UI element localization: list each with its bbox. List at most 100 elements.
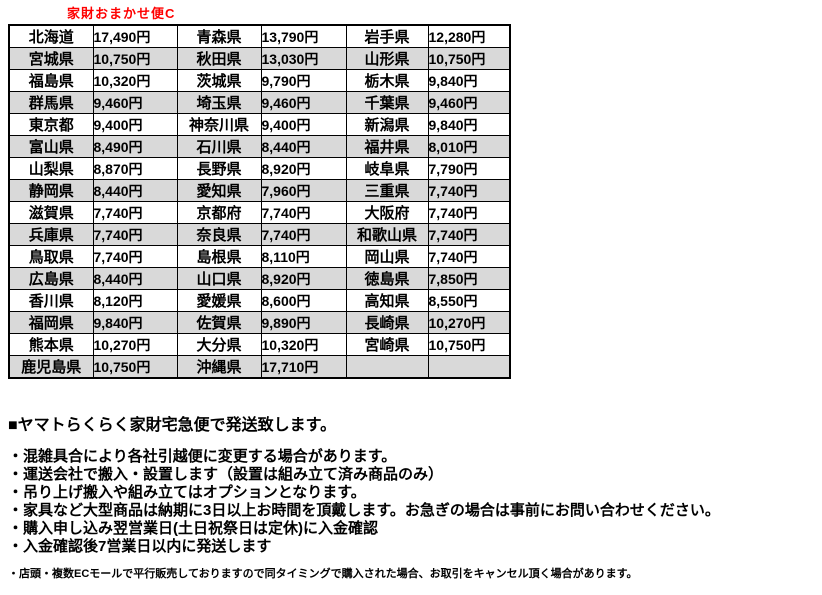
prefecture-cell: 長野県: [176, 157, 262, 180]
prefecture-cell: 栃木県: [345, 69, 429, 92]
price-cell: 10,320円: [260, 333, 347, 356]
prefecture-cell: 佐賀県: [176, 311, 262, 334]
notes-bullets: ・混雑具合により各社引越便に変更する場合があります。 ・運送会社で搬入・設置します…: [8, 448, 820, 556]
note-bullet: ・吊り上げ搬入や組み立てはオプションとなります。: [8, 484, 366, 501]
price-cell: 7,960円: [260, 179, 347, 202]
prefecture-cell: 山形県: [345, 47, 429, 70]
prefecture-cell: 熊本県: [8, 333, 94, 356]
prefecture-cell: 兵庫県: [8, 223, 94, 246]
price-cell: 8,120円: [92, 289, 178, 312]
price-cell: 8,870円: [92, 157, 178, 180]
prefecture-cell: 北海道: [8, 24, 94, 48]
notes-heading: ■ヤマトらくらく家財宅急便で発送致します。: [8, 417, 337, 434]
table-row: 山梨県 8,870円 長野県 8,920円 岐阜県 7,790円: [8, 157, 511, 180]
prefecture-cell: 茨城県: [176, 69, 262, 92]
price-cell: 7,790円: [427, 157, 511, 180]
prefecture-cell: 山口県: [176, 267, 262, 290]
prefecture-cell: 石川県: [176, 135, 262, 158]
prefecture-cell: 奈良県: [176, 223, 262, 246]
price-cell: 10,750円: [427, 47, 511, 70]
prefecture-cell: 千葉県: [345, 91, 429, 114]
prefecture-cell: 大分県: [176, 333, 262, 356]
price-cell: 13,790円: [260, 24, 347, 48]
table-row: 福岡県 9,840円 佐賀県 9,890円 長崎県 10,270円: [8, 311, 511, 334]
prefecture-cell: 和歌山県: [345, 223, 429, 246]
prefecture-cell: 滋賀県: [8, 201, 94, 224]
prefecture-cell: 福島県: [8, 69, 94, 92]
price-cell: 7,740円: [427, 179, 511, 202]
price-cell: 8,920円: [260, 267, 347, 290]
price-cell: 10,270円: [427, 311, 511, 334]
prefecture-cell: 鳥取県: [8, 245, 94, 268]
prefecture-cell: 秋田県: [176, 47, 262, 70]
price-cell: 7,740円: [92, 223, 178, 246]
table-row: 熊本県 10,270円 大分県 10,320円 宮崎県 10,750円: [8, 333, 511, 356]
shipping-fee-table: 北海道 17,490円 青森県 13,790円 岩手県 12,280円 宮城県 10,750円…: [8, 24, 511, 379]
price-cell: 7,740円: [260, 223, 347, 246]
price-cell: 8,110円: [260, 245, 347, 268]
price-cell: 10,750円: [92, 355, 178, 379]
price-cell: 9,400円: [92, 113, 178, 136]
table-row: 富山県 8,490円 石川県 8,440円 福井県 8,010円: [8, 135, 511, 158]
price-cell: 17,490円: [92, 24, 178, 48]
prefecture-cell: 宮城県: [8, 47, 94, 70]
price-cell: 8,010円: [427, 135, 511, 158]
table-row: 兵庫県 7,740円 奈良県 7,740円 和歌山県 7,740円: [8, 223, 511, 246]
price-cell: 7,740円: [92, 245, 178, 268]
prefecture-cell: 福井県: [345, 135, 429, 158]
prefecture-cell: 長崎県: [345, 311, 429, 334]
price-cell: 13,030円: [260, 47, 347, 70]
price-cell: 8,550円: [427, 289, 511, 312]
note-bullet: ・運送会社で搬入・設置します（設置は組み立て済み商品のみ）: [8, 466, 444, 483]
note-bullet: ・家具など大型商品は納期に3日以上お時間を頂戴します。お急ぎの場合は事前にお問い…: [8, 502, 720, 519]
prefecture-cell: 島根県: [176, 245, 262, 268]
price-cell: 8,440円: [92, 267, 178, 290]
table-row: 群馬県 9,460円 埼玉県 9,460円 千葉県 9,460円: [8, 91, 511, 114]
table-row: 滋賀県 7,740円 京都府 7,740円 大阪府 7,740円: [8, 201, 511, 224]
price-cell: 9,840円: [427, 113, 511, 136]
prefecture-cell: 富山県: [8, 135, 94, 158]
table-row: 鹿児島県 10,750円 沖縄県 17,710円: [8, 355, 511, 379]
prefecture-cell: 京都府: [176, 201, 262, 224]
prefecture-cell: 岡山県: [345, 245, 429, 268]
price-cell: 9,790円: [260, 69, 347, 92]
price-cell: 9,840円: [427, 69, 511, 92]
prefecture-cell: 青森県: [176, 24, 262, 48]
price-cell: 7,740円: [92, 201, 178, 224]
price-cell: 9,400円: [260, 113, 347, 136]
note-bullet: ・混雑具合により各社引越便に変更する場合があります。: [8, 448, 397, 465]
prefecture-cell: 岐阜県: [345, 157, 429, 180]
prefecture-cell: 群馬県: [8, 91, 94, 114]
prefecture-cell: 静岡県: [8, 179, 94, 202]
shipping-fee-table-body: 北海道 17,490円 青森県 13,790円 岩手県 12,280円 宮城県 10,750円…: [8, 24, 511, 379]
price-cell: 9,890円: [260, 311, 347, 334]
table-row: 香川県 8,120円 愛媛県 8,600円 高知県 8,550円: [8, 289, 511, 312]
price-cell: 12,280円: [427, 24, 511, 48]
note-bullet: ・入金確認後7営業日以内に発送します: [8, 538, 272, 555]
price-cell: 17,710円: [260, 355, 347, 379]
prefecture-cell: 東京都: [8, 113, 94, 136]
price-cell: 7,740円: [427, 223, 511, 246]
table-title: 家財おまかせ便C: [67, 6, 176, 21]
price-cell: 8,440円: [92, 179, 178, 202]
small-note: ・店頭・複数ECモールで平行販売しておりますので同タイミングで購入された場合、お…: [8, 568, 638, 580]
prefecture-cell: 徳島県: [345, 267, 429, 290]
table-row: 静岡県 8,440円 愛知県 7,960円 三重県 7,740円: [8, 179, 511, 202]
prefecture-cell: 愛媛県: [176, 289, 262, 312]
price-cell: 10,750円: [92, 47, 178, 70]
price-cell: 8,440円: [260, 135, 347, 158]
price-cell: 10,750円: [427, 333, 511, 356]
table-row: 北海道 17,490円 青森県 13,790円 岩手県 12,280円: [8, 24, 511, 48]
prefecture-cell: 山梨県: [8, 157, 94, 180]
prefecture-cell: 三重県: [345, 179, 429, 202]
price-cell: 9,460円: [427, 91, 511, 114]
prefecture-cell: 高知県: [345, 289, 429, 312]
price-cell: 9,460円: [92, 91, 178, 114]
price-cell: 9,460円: [260, 91, 347, 114]
prefecture-cell: 岩手県: [345, 24, 429, 48]
table-row: 福島県 10,320円 茨城県 9,790円 栃木県 9,840円: [8, 69, 511, 92]
prefecture-cell: 愛知県: [176, 179, 262, 202]
price-cell: 7,740円: [427, 201, 511, 224]
price-cell: 7,850円: [427, 267, 511, 290]
